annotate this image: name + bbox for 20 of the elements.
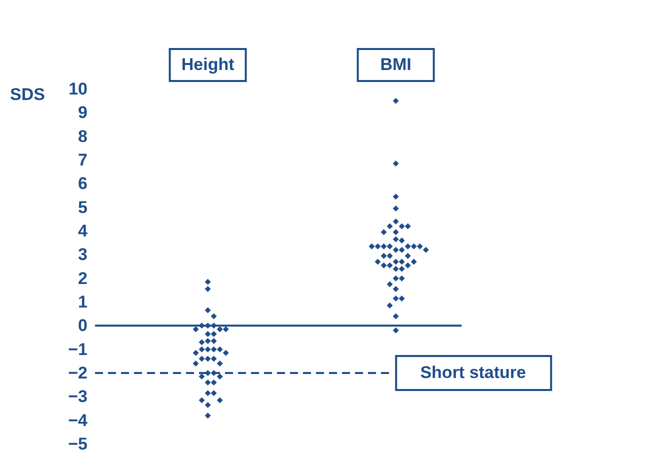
- y-tick-label: 3: [78, 245, 88, 264]
- y-tick-label: 5: [78, 198, 88, 217]
- y-tick-label: −4: [68, 410, 88, 430]
- y-tick-label: 0: [78, 316, 88, 336]
- y-tick-label: −3: [68, 387, 88, 406]
- y-tick-label: −1: [68, 340, 88, 359]
- y-tick-label: 6: [78, 174, 88, 194]
- y-tick-label: −5: [68, 434, 88, 454]
- y-tick-label: 9: [78, 103, 88, 122]
- y-tick-label: 8: [78, 126, 88, 146]
- y-axis-title: SDS: [10, 85, 45, 104]
- y-tick-label: 10: [68, 80, 88, 98]
- y-tick-label: 7: [78, 150, 88, 170]
- y-tick-label: 2: [78, 268, 88, 288]
- x-tick-label: BMI: [380, 55, 412, 74]
- ref-line-label: Short stature: [420, 363, 526, 382]
- y-tick-label: 4: [78, 222, 88, 240]
- y-tick-label: −2: [68, 364, 88, 382]
- x-tick-label: Height: [181, 55, 235, 74]
- y-tick-label: 1: [78, 292, 88, 312]
